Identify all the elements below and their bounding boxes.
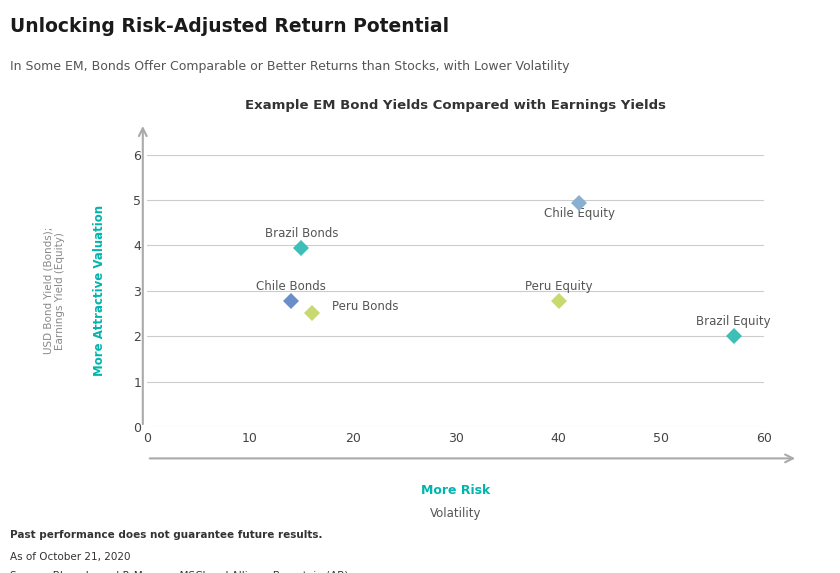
Text: Chile Bonds: Chile Bonds <box>256 280 326 293</box>
Text: Brazil Equity: Brazil Equity <box>696 316 771 328</box>
Text: Past performance does not guarantee future results.: Past performance does not guarantee futu… <box>10 530 323 540</box>
Text: Peru Equity: Peru Equity <box>525 280 592 293</box>
Text: Volatility: Volatility <box>430 507 481 520</box>
Text: In Some EM, Bonds Offer Comparable or Better Returns than Stocks, with Lower Vol: In Some EM, Bonds Offer Comparable or Be… <box>10 60 570 73</box>
Text: Brazil Bonds: Brazil Bonds <box>265 227 339 240</box>
Text: As of October 21, 2020: As of October 21, 2020 <box>10 552 130 562</box>
Text: Chile Equity: Chile Equity <box>543 207 615 221</box>
Text: Example EM Bond Yields Compared with Earnings Yields: Example EM Bond Yields Compared with Ear… <box>245 99 666 112</box>
Text: Peru Bonds: Peru Bonds <box>333 300 399 313</box>
Text: USD Bond Yield (Bonds);
Earnings Yield (Equity): USD Bond Yield (Bonds); Earnings Yield (… <box>44 227 66 355</box>
Text: Unlocking Risk-Adjusted Return Potential: Unlocking Risk-Adjusted Return Potential <box>10 17 449 36</box>
Text: Source: Bloomberg, J.P. Morgan, MSCI and AllianceBernstein (AB): Source: Bloomberg, J.P. Morgan, MSCI and… <box>10 571 349 573</box>
Text: More Attractive Valuation: More Attractive Valuation <box>92 205 106 376</box>
Text: More Risk: More Risk <box>421 484 491 497</box>
